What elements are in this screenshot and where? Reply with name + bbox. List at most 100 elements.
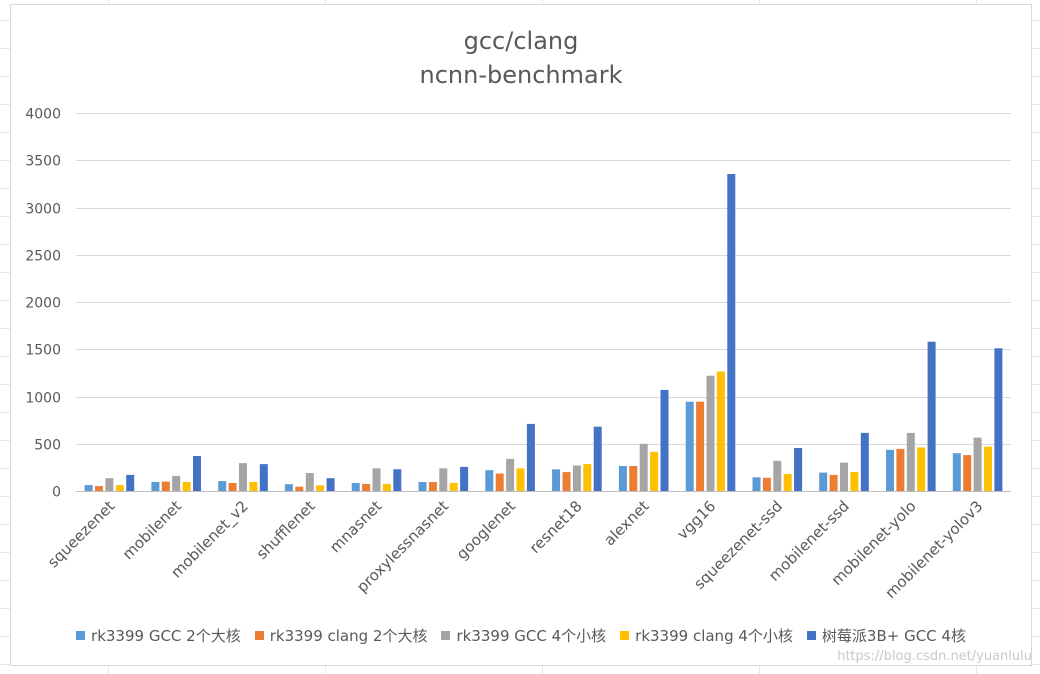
x-tick-label: mobilenet	[119, 497, 185, 563]
x-tick-label: squeezenet	[44, 497, 118, 571]
bar	[172, 475, 181, 491]
bar	[927, 341, 936, 491]
bar	[829, 474, 838, 491]
y-tick-label: 2000	[25, 296, 61, 312]
legend-swatch	[76, 631, 86, 640]
bar	[95, 486, 103, 491]
bar	[351, 483, 360, 491]
bar	[126, 474, 135, 491]
x-tick-label: resnet18	[526, 497, 586, 557]
bar	[716, 371, 725, 491]
bar	[362, 483, 371, 491]
bar	[850, 472, 859, 491]
bar	[439, 468, 448, 491]
y-tick-label: 3500	[25, 154, 61, 170]
bar	[572, 465, 581, 491]
x-tick-label: vgg16	[673, 497, 719, 543]
bar	[115, 485, 124, 491]
bar	[783, 474, 792, 491]
bar	[794, 448, 803, 491]
bar	[896, 448, 905, 491]
bar	[84, 485, 93, 491]
x-tick-label: alexnet	[600, 497, 652, 549]
bar	[752, 477, 761, 491]
x-tick-label: googlenet	[453, 497, 519, 563]
bar	[819, 472, 828, 491]
legend-label: rk3399 GCC 4个小核	[456, 627, 607, 645]
legend-swatch	[806, 631, 816, 640]
bar	[161, 481, 170, 491]
bar	[428, 482, 437, 491]
y-tick-label: 1500	[25, 343, 61, 359]
y-tick-label: 4000	[25, 107, 61, 123]
bar	[650, 451, 659, 491]
y-tick-label: 3000	[25, 202, 61, 218]
bar	[218, 481, 227, 491]
bar	[418, 482, 427, 491]
bar	[629, 466, 638, 491]
bar	[228, 483, 237, 491]
chart-title: gcc/clang	[463, 27, 579, 55]
bar	[239, 463, 247, 491]
legend-swatch	[441, 631, 451, 640]
bar	[552, 469, 561, 491]
bar	[151, 482, 160, 491]
bar	[495, 473, 504, 491]
bar	[706, 375, 715, 491]
legend-label: rk3399 GCC 2个大核	[91, 627, 241, 645]
bar	[973, 437, 982, 491]
bar	[840, 462, 848, 491]
bar	[516, 468, 525, 491]
bar	[295, 486, 304, 491]
bar	[449, 483, 458, 491]
bar	[660, 389, 669, 491]
bar	[249, 482, 258, 491]
y-tick-label: 500	[34, 438, 61, 454]
bar	[906, 432, 915, 491]
bar	[259, 464, 268, 491]
bar	[193, 456, 201, 491]
bar	[583, 464, 592, 491]
bar	[860, 432, 869, 491]
legend-label: rk3399 clang 4个小核	[635, 627, 793, 645]
legend-item: rk3399 clang 2个大核	[254, 625, 427, 646]
bar	[105, 478, 114, 491]
legend-item: rk3399 GCC 4个小核	[441, 625, 606, 646]
bar	[305, 473, 314, 491]
bar	[984, 446, 992, 491]
bar	[562, 472, 571, 491]
bar	[326, 478, 335, 491]
y-tick-label: 2500	[25, 249, 61, 265]
bar	[506, 458, 515, 491]
bar	[886, 449, 894, 491]
bar	[727, 174, 736, 491]
bar	[618, 466, 627, 491]
bar	[460, 466, 469, 491]
chart-area[interactable]: gcc/clang ncnn-benchmark 0 500 1000 1500 200…	[10, 4, 1032, 666]
x-tick-label: mnasnet	[326, 497, 385, 556]
bar	[372, 468, 381, 491]
bar	[963, 455, 972, 491]
legend-swatch	[620, 631, 630, 640]
bar	[316, 485, 325, 491]
legend-swatch	[254, 631, 264, 640]
bar	[685, 401, 694, 491]
bar	[593, 426, 602, 491]
bar	[762, 477, 771, 491]
bar	[485, 470, 494, 491]
legend: rk3399 GCC 2个大核 rk3399 clang 2个大核 rk3399 G…	[11, 625, 1031, 646]
bar	[917, 447, 926, 491]
bar	[639, 443, 648, 492]
bar	[696, 401, 705, 491]
bar	[284, 484, 293, 491]
bar	[182, 482, 191, 491]
y-tick-label: 0	[52, 485, 61, 501]
bar	[773, 460, 782, 491]
bar	[526, 423, 535, 491]
plot-area: 0 500 1000 1500 2000 2500 3000 3500 4000 squeezen…	[25, 107, 1011, 602]
legend-item: rk3399 clang 4个小核	[620, 625, 793, 646]
bar	[382, 483, 391, 491]
x-tick-label: shufflenet	[253, 497, 319, 563]
chart-subtitle: ncnn-benchmark	[419, 61, 623, 89]
legend-label: 树莓派3B+ GCC 4核	[821, 627, 966, 645]
